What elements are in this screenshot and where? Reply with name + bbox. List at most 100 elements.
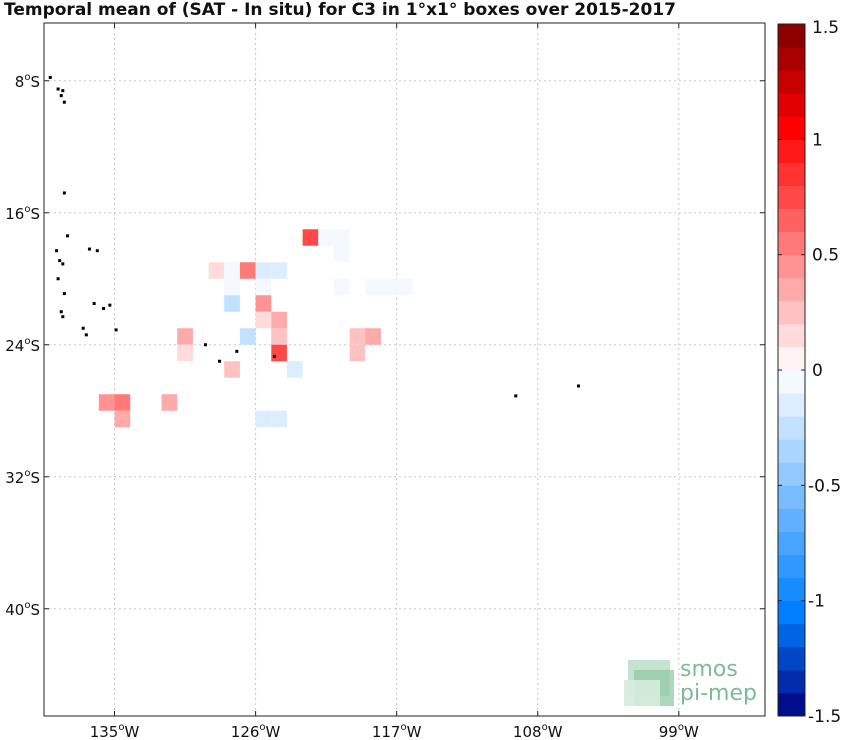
island-marker — [62, 191, 66, 195]
watermark-line2: pi-mep — [680, 681, 757, 706]
colorbar-segment — [778, 300, 805, 325]
map-frame — [43, 22, 766, 717]
island-marker — [61, 262, 65, 266]
heatmap-cell — [396, 278, 413, 296]
heatmap-cells — [98, 229, 413, 428]
heatmap-cell — [365, 328, 381, 345]
degree-symbol: o — [24, 468, 30, 479]
colorbar-segment — [778, 346, 805, 371]
degree-symbol: o — [118, 722, 124, 733]
colorbar-segment — [778, 185, 805, 210]
island-marker — [59, 310, 63, 314]
colorbar-segment — [778, 70, 805, 94]
heatmap-cell — [224, 262, 240, 279]
hemisphere-letter: W — [266, 723, 281, 740]
heatmap-cell — [224, 295, 240, 312]
colorbar-segment — [778, 116, 805, 140]
colorbar-segment — [778, 462, 805, 486]
heatmap-cell — [271, 328, 287, 345]
island-marker — [102, 306, 106, 310]
heatmap-cell — [318, 229, 334, 246]
heatmap-cell — [349, 328, 366, 345]
degree-symbol: o — [400, 722, 406, 733]
degree-symbol: o — [542, 722, 548, 733]
heatmap-cell — [208, 262, 225, 279]
island-marker — [203, 343, 207, 347]
longitude-axis: 135oW 126oW 117oW 108oW 99oW — [90, 23, 699, 740]
heatmap-cell — [333, 278, 350, 296]
heatmap-cell — [271, 410, 287, 428]
map-grid — [44, 23, 765, 716]
lat-tick-label: 24oS — [5, 336, 40, 355]
island-marker — [61, 315, 65, 319]
island-marker — [92, 302, 96, 305]
island-marker — [62, 100, 66, 104]
colorbar-segment — [778, 323, 805, 348]
heatmap-cell — [177, 328, 193, 345]
colorbar-tick-label: 0 — [812, 361, 823, 381]
heatmap-cell — [114, 394, 131, 411]
island-marker — [48, 75, 52, 79]
hemisphere-letter: S — [30, 337, 40, 355]
colorbar-tick-label: -0.5 — [808, 476, 841, 496]
heatmap-cell — [255, 278, 272, 296]
island-marker — [114, 328, 118, 332]
island-marker — [81, 326, 85, 330]
heatmap-cell — [271, 262, 287, 279]
island-marker — [576, 384, 580, 388]
smos-pimep-logo: smos pi-mep — [624, 657, 757, 706]
colorbar-segment — [778, 439, 805, 463]
lat-tick-label: 8oS — [15, 72, 40, 91]
heatmap-cell — [177, 344, 193, 362]
degree-symbol: o — [24, 600, 30, 611]
degree-symbol: o — [24, 72, 30, 83]
heatmap-cell — [239, 328, 256, 345]
heatmap-cell — [271, 311, 287, 329]
colorbar-segment — [778, 208, 805, 233]
heatmap-cell — [239, 262, 256, 279]
heatmap-cell — [286, 361, 303, 378]
heatmap-cell — [365, 278, 381, 296]
colorbar-tick-label: 1.5 — [812, 18, 839, 38]
logo-wave-3 — [624, 680, 660, 706]
colorbar-segment — [778, 231, 805, 256]
island-markers — [48, 75, 580, 398]
heatmap-cell — [224, 278, 240, 296]
heatmap-cell — [302, 229, 319, 246]
colorbar-ticks: 1.5 1 0.5 0 -0.5 -1 -1.5 — [778, 18, 841, 727]
colorbar-segment — [778, 554, 805, 579]
island-marker — [59, 94, 63, 98]
lat-tick-label: 40oS — [5, 600, 40, 619]
colorbar-tick-label: -1 — [808, 592, 825, 612]
island-marker — [55, 249, 59, 253]
hemisphere-letter: W — [407, 723, 422, 740]
latitude-axis: 8oS 16oS 24oS 32oS 40oS — [5, 72, 765, 619]
hemisphere-letter: S — [30, 205, 40, 223]
hemisphere-letter: W — [684, 723, 699, 740]
island-marker — [218, 359, 222, 363]
heatmap-cell — [161, 394, 178, 411]
heatmap-cell — [224, 361, 240, 378]
island-marker — [56, 277, 60, 281]
island-marker — [62, 292, 66, 296]
heatmap-cell — [255, 295, 272, 312]
island-marker — [56, 87, 60, 91]
heatmap-cell — [380, 278, 397, 296]
colorbar-segment — [778, 162, 805, 186]
colorbar-tick-label: 0.5 — [812, 246, 839, 266]
colorbar-segment — [778, 370, 805, 394]
colorbar-segment — [778, 277, 805, 302]
hemisphere-letter: S — [30, 469, 40, 487]
colorbar-segment — [778, 531, 805, 556]
colorbar-segment — [778, 93, 805, 117]
heatmap-cell — [255, 311, 272, 329]
colorbar-segment — [778, 416, 805, 440]
lat-tick-label: 16oS — [5, 204, 40, 223]
colorbar-segment — [778, 692, 805, 717]
colorbar-segment — [778, 24, 805, 48]
heatmap-cell — [349, 344, 366, 362]
hemisphere-letter: W — [124, 723, 139, 740]
island-marker — [108, 303, 112, 307]
colorbar-segment — [778, 393, 805, 417]
lon-tick-label: 117oW — [372, 722, 422, 740]
